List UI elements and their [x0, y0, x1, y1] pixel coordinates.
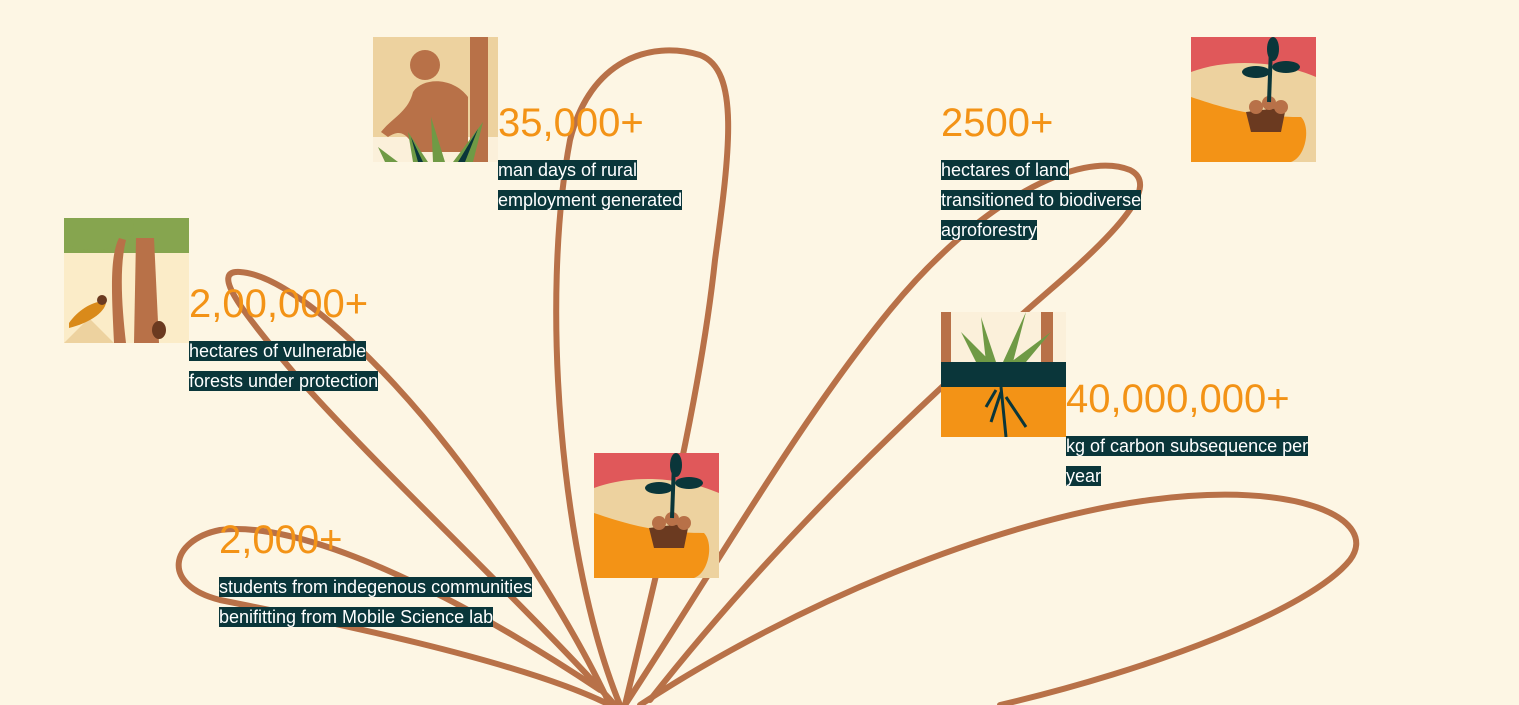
stat-label-text: hectares of vulnerable forests under pro… — [189, 341, 379, 391]
stat-value: 35,000+ — [498, 101, 644, 145]
farmer-planting-illustration — [373, 37, 498, 162]
stat-label-text: kg of carbon subsequence per year — [1066, 436, 1309, 486]
stat-label: students from indegenous communities ben… — [219, 572, 581, 632]
hand-holding-seedling-illustration — [594, 453, 719, 578]
plant-roots-soil-illustration — [941, 312, 1066, 437]
stat-label: hectares of land transitioned to biodive… — [941, 155, 1167, 245]
stat-label-text: man days of rural employment generated — [498, 160, 683, 210]
stat-label-text: hectares of land transitioned to biodive… — [941, 160, 1142, 240]
stat-value: 40,000,000+ — [1066, 377, 1290, 421]
stat-label-text: students from indegenous communities ben… — [219, 577, 533, 627]
forest-bird-illustration — [64, 218, 189, 343]
stat-value: 2,000+ — [219, 518, 343, 562]
stat-label: kg of carbon subsequence per year — [1066, 431, 1312, 491]
stat-label: man days of rural employment generated — [498, 155, 713, 215]
hand-holding-seedling-illustration — [1191, 37, 1316, 162]
stat-label: hectares of vulnerable forests under pro… — [189, 336, 411, 396]
stat-value: 2500+ — [941, 101, 1054, 145]
stat-value: 2,00,000+ — [189, 282, 369, 326]
